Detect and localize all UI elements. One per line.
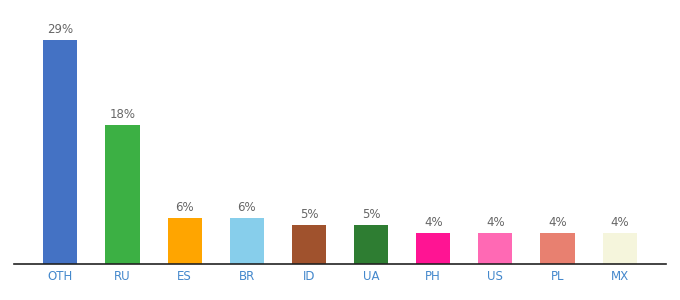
Bar	[44, 40, 78, 264]
Bar	[602, 233, 636, 264]
Bar	[416, 233, 450, 264]
Text: 4%: 4%	[486, 216, 505, 229]
Text: 4%: 4%	[611, 216, 629, 229]
Text: 6%: 6%	[175, 201, 194, 214]
Bar	[105, 125, 139, 264]
Text: 5%: 5%	[300, 208, 318, 221]
Bar	[167, 218, 202, 264]
Bar	[354, 225, 388, 264]
Text: 5%: 5%	[362, 208, 380, 221]
Bar	[230, 218, 264, 264]
Text: 6%: 6%	[237, 201, 256, 214]
Bar	[292, 225, 326, 264]
Text: 29%: 29%	[48, 23, 73, 36]
Text: 4%: 4%	[548, 216, 567, 229]
Text: 18%: 18%	[109, 108, 135, 121]
Bar	[541, 233, 575, 264]
Text: 4%: 4%	[424, 216, 443, 229]
Bar	[478, 233, 513, 264]
